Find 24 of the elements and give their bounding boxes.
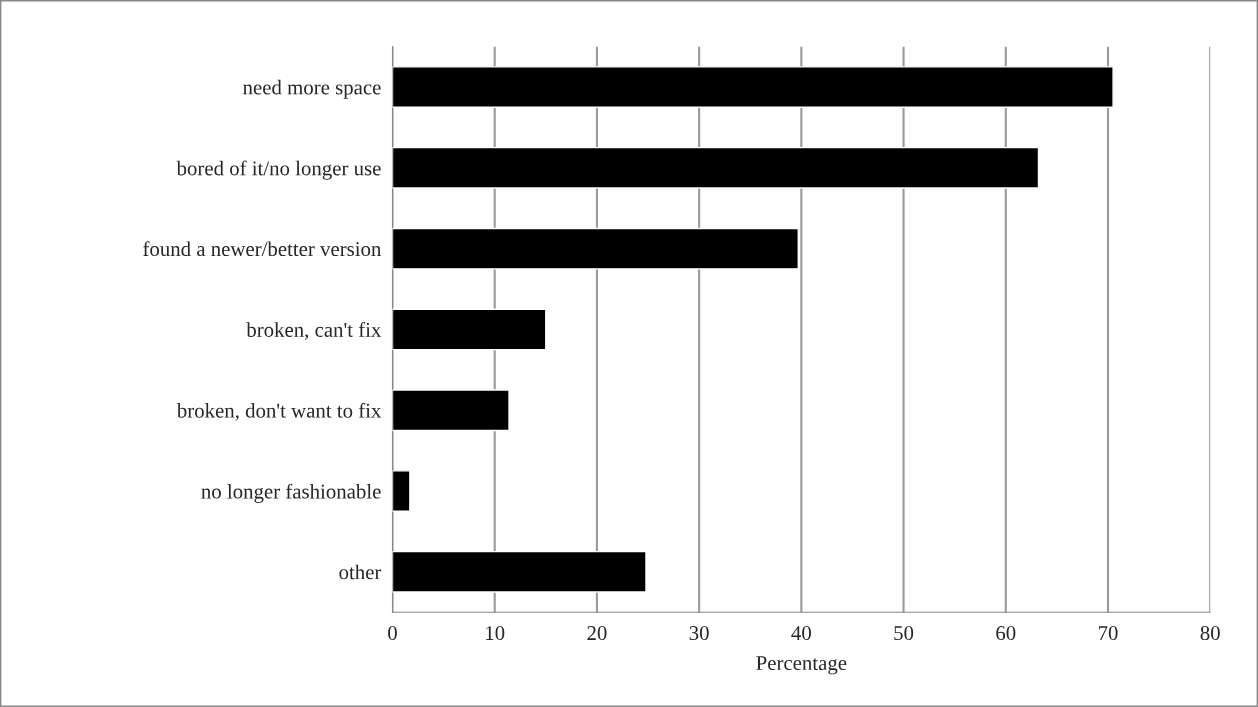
x-axis-title: Percentage: [756, 656, 847, 675]
x-tick-label: 40: [791, 626, 811, 641]
x-tick-label: 0: [388, 626, 397, 641]
y-tick-label: no longer fashionable: [201, 483, 381, 503]
bar: [392, 66, 1114, 108]
y-tick-label: need more space: [243, 79, 381, 99]
bar: [392, 146, 1040, 189]
y-tick-label: broken, don't want to fix: [176, 402, 382, 421]
bar: [392, 470, 411, 512]
bar: [392, 308, 547, 351]
x-tick-label: 70: [1098, 626, 1118, 641]
y-tick-label: found a newer/better version: [143, 241, 382, 257]
y-tick-label: broken, can't fix: [246, 322, 382, 340]
x-tick-label: 80: [1200, 626, 1220, 641]
x-tick-label: 60: [996, 626, 1016, 641]
x-tick-label: 30: [689, 626, 709, 641]
y-tick-label: other: [339, 564, 382, 580]
x-tick-label: 20: [587, 626, 607, 641]
x-tick-label: 10: [486, 626, 505, 641]
bar: [392, 227, 799, 270]
bar: [392, 550, 647, 593]
bar: [392, 389, 510, 432]
x-tick-label: 50: [894, 626, 914, 641]
y-tick-label: bored of it/no longer use: [176, 160, 381, 180]
